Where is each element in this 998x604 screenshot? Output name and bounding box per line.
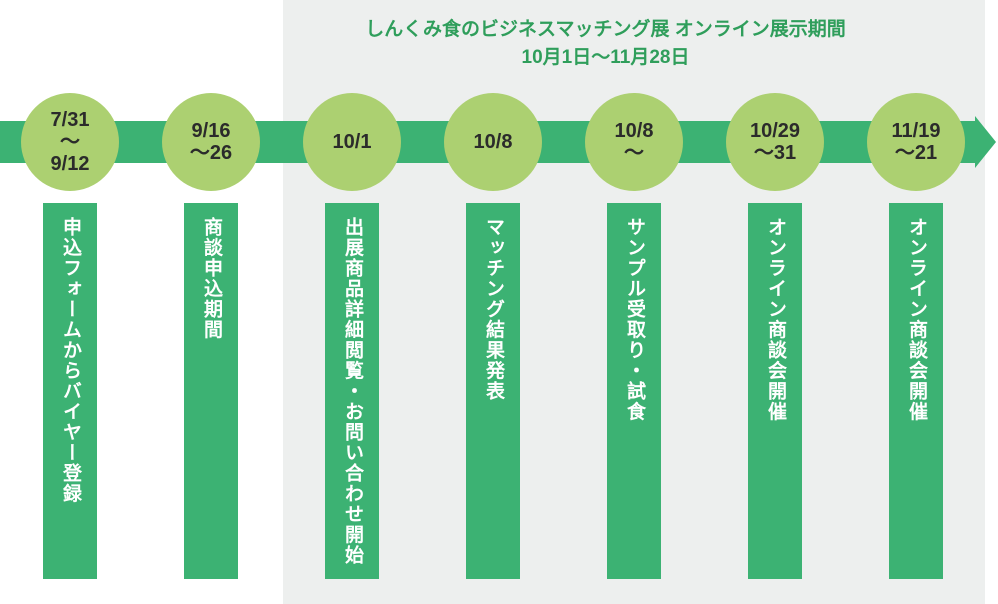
milestone-label: 出展商品詳細閲覧・お問い合わせ開始 bbox=[342, 217, 363, 566]
milestone-bar: 申込フォームからバイヤー登録 bbox=[43, 203, 97, 579]
milestone-bar: オンライン商談会開催 bbox=[748, 203, 802, 579]
milestone-date-line: 10/1 bbox=[332, 131, 372, 153]
timeline-arrow-head-icon bbox=[975, 116, 996, 168]
milestone-circle: 9/16 〜26 bbox=[162, 93, 260, 191]
milestone-circle: 11/19 〜21 bbox=[867, 93, 965, 191]
milestone-date-line: 〜26 bbox=[189, 142, 233, 164]
milestone-date-line: 9/16 bbox=[191, 120, 231, 142]
milestone-date-line: 〜 bbox=[624, 142, 644, 164]
milestone-date-line: 7/31 bbox=[50, 109, 90, 131]
milestone-label: 商談申込期間 bbox=[201, 217, 222, 340]
milestone-date-line: 11/19 bbox=[891, 120, 941, 142]
milestone-bar: オンライン商談会開催 bbox=[889, 203, 943, 579]
milestone-circle: 10/8 〜 bbox=[585, 93, 683, 191]
milestone-date-line: 10/29 bbox=[749, 120, 801, 142]
exhibition-title: しんくみ食のビジネスマッチング展 オンライン展示期間 10月1日〜11月28日 bbox=[283, 16, 928, 72]
milestone-circle: 7/31 〜 9/12 bbox=[21, 93, 119, 191]
milestone-label: 申込フォームからバイヤー登録 bbox=[60, 217, 81, 504]
milestone-bar: 商談申込期間 bbox=[184, 203, 238, 579]
milestone-date-line: 〜21 bbox=[894, 142, 938, 164]
milestone-date-line: 10/8 bbox=[614, 120, 654, 142]
milestone-date-line: 10/8 bbox=[473, 131, 513, 153]
milestone-label: オンライン商談会開催 bbox=[906, 217, 927, 422]
milestone-label: マッチング結果発表 bbox=[483, 217, 504, 402]
milestone-circle: 10/29 〜31 bbox=[726, 93, 824, 191]
exhibition-title-line2: 10月1日〜11月28日 bbox=[521, 47, 690, 68]
milestone-circle: 10/8 bbox=[444, 93, 542, 191]
milestone-date-line: 〜31 bbox=[753, 142, 797, 164]
milestone-label: オンライン商談会開催 bbox=[765, 217, 786, 422]
milestone-bar: サンプル受取り・試食 bbox=[607, 203, 661, 579]
milestone-bar: マッチング結果発表 bbox=[466, 203, 520, 579]
milestone-label: サンプル受取り・試食 bbox=[624, 217, 645, 422]
exhibition-title-line1: しんくみ食のビジネスマッチング展 オンライン展示期間 bbox=[365, 19, 846, 40]
milestone-date-line: 〜 bbox=[60, 131, 80, 153]
milestone-date-line: 9/12 bbox=[50, 153, 90, 175]
milestone-circle: 10/1 bbox=[303, 93, 401, 191]
milestone-bar: 出展商品詳細閲覧・お問い合わせ開始 bbox=[325, 203, 379, 579]
